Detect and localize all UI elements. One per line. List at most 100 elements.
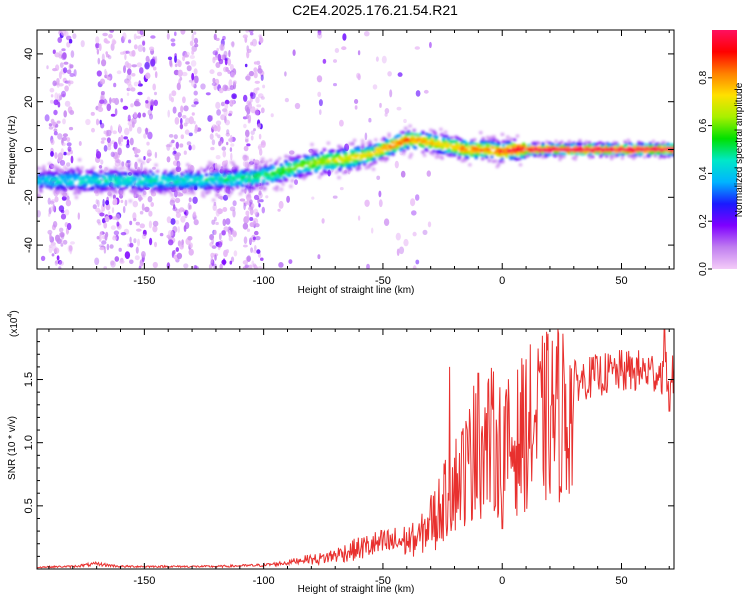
spectrogram-noise-point [316, 75, 323, 83]
spectrogram-ridge-point [268, 158, 273, 162]
spectrogram-noise-point [260, 74, 264, 81]
spectrogram-noise-point [142, 112, 146, 118]
spectrogram-ridge-point [245, 172, 249, 176]
spectrogram-noise-point [192, 196, 198, 204]
spectrogram-noise-point [200, 83, 206, 90]
spectrogram-noise-point [51, 121, 56, 127]
spectrogram-ridge-point [496, 144, 500, 148]
spectrogram-noise-point [95, 36, 100, 44]
spectrogram-ridge-point [230, 179, 234, 183]
spectrogram-ridge-point [138, 177, 142, 181]
spectrogram-noise-point [109, 30, 114, 33]
spectrogram-noise-point [250, 92, 256, 100]
snr-line-group [37, 329, 674, 569]
spectrogram-ridge-point [492, 137, 496, 141]
spectrogram-ridge-point [155, 169, 160, 173]
spectrogram-noise-point [259, 199, 264, 203]
spectrogram-noise-point [364, 132, 368, 141]
spectrogram-noise-point [133, 217, 137, 222]
spectrogram-noise-point [249, 199, 253, 205]
spectrogram-noise-point [191, 72, 195, 81]
spectrogram-noise-point [64, 85, 69, 92]
spectrogram-noise-point [415, 259, 420, 265]
spectrogram-noise-point [294, 179, 298, 185]
spectrogram-noise-point [245, 30, 249, 33]
spectrogram-noise-point [146, 141, 150, 146]
spectrogram-ridge-point [468, 163, 472, 167]
spectrogram-ridge-point [400, 136, 405, 140]
spectrogram-noise-point [99, 212, 105, 217]
spectrogram-noise-point [110, 260, 116, 268]
spectrogram-ridge-point [327, 170, 332, 174]
spectrogram-ridge-point [56, 166, 61, 170]
spectrogram-ridge-point [338, 168, 342, 172]
spectrogram-ridge-point [523, 155, 527, 159]
x-tick-label: -100 [253, 575, 275, 587]
spectrogram-ridge-point [185, 175, 190, 180]
spectrogram-noise-point [215, 155, 221, 160]
spectrogram-noise-point [225, 67, 229, 72]
spectrogram-ridge-point [487, 159, 492, 163]
spectrogram-ridge-point [263, 186, 267, 190]
spectrogram-ridge-point [651, 139, 656, 143]
spectrogram-noise-point [130, 87, 136, 92]
spectrogram-noise-point [112, 236, 117, 241]
spectrogram-noise-point [167, 56, 173, 61]
spectrogram-noise-point [218, 87, 224, 94]
spectrogram-noise-point [412, 231, 417, 237]
colorbar-ticks: 0.0 0.2 0.4 0.6 0.8 [698, 70, 712, 276]
spectrogram-ridge-point [210, 185, 215, 189]
spectrogram-ridge-point [120, 176, 125, 180]
spectrogram-noise-point [58, 260, 64, 266]
spectrogram-ridge-point [211, 198, 216, 202]
spectrogram-ridge-point [561, 155, 566, 159]
spectrogram-noise-point [262, 84, 266, 89]
spectrogram-noise-point [133, 44, 138, 50]
spectrogram-noise-point [256, 104, 262, 108]
spectrogram-noise-point [154, 241, 157, 248]
spectrogram-noise-point [131, 73, 136, 77]
spectrogram-ridge-point [509, 137, 513, 141]
spectrogram-ridge-point [149, 176, 154, 180]
spectrogram-noise-point [400, 170, 406, 178]
spectrogram-ridge-point [316, 157, 321, 161]
spectrogram-noise-point [99, 99, 105, 104]
y-tick-label: 20 [23, 96, 35, 108]
spectrogram-noise-point [136, 62, 142, 68]
spectrogram-noise-point [66, 152, 71, 156]
spectrogram-noise-point [122, 105, 129, 110]
spectrogram-noise-point [120, 232, 127, 236]
spectrogram-ridge-point [554, 139, 558, 143]
spectrogram-ridge-point [188, 167, 192, 171]
spectrogram-noise-point [96, 149, 99, 154]
spectrogram-ridge-point [256, 187, 261, 191]
spectrogram-ridge-point [371, 167, 376, 171]
spectrogram-ridge-point [232, 163, 236, 168]
spectrogram-ridge-point [43, 181, 47, 185]
spectrogram-ridge-point [95, 177, 99, 181]
spectrogram-noise-point [109, 97, 112, 104]
spectrogram-noise-point [150, 101, 154, 107]
spectrogram-noise-point [66, 162, 71, 167]
spectrogram-noise-point [62, 239, 68, 245]
spectrogram-noise-point [72, 33, 77, 39]
spectrogram-noise-point [250, 106, 256, 114]
spectrogram-noise-point [68, 126, 74, 131]
spectrogram-ridge-point [342, 149, 347, 153]
spectrogram-ridge-point [545, 140, 549, 144]
spectrogram-noise-point [59, 94, 63, 101]
spectrogram-ridge-point [393, 148, 398, 152]
spectrogram-noise-point [222, 258, 226, 266]
spectrogram-ridge-point [428, 133, 433, 137]
spectrogram-ridge-point [229, 191, 233, 195]
spectrogram-noise-point [190, 79, 196, 88]
spectrogram-ridge-point [99, 191, 104, 195]
spectrogram-noise-point [54, 260, 58, 266]
spectrogram-ridge-point [653, 154, 658, 158]
spectrogram-ridge-point [200, 180, 205, 184]
spectrogram-noise-point [255, 96, 260, 104]
spectrogram-ridge-point [489, 151, 494, 155]
spectrogram-ridge-point [361, 142, 365, 147]
spectrogram-ridge-point [454, 150, 458, 154]
spectrogram-noise-point [59, 62, 64, 68]
